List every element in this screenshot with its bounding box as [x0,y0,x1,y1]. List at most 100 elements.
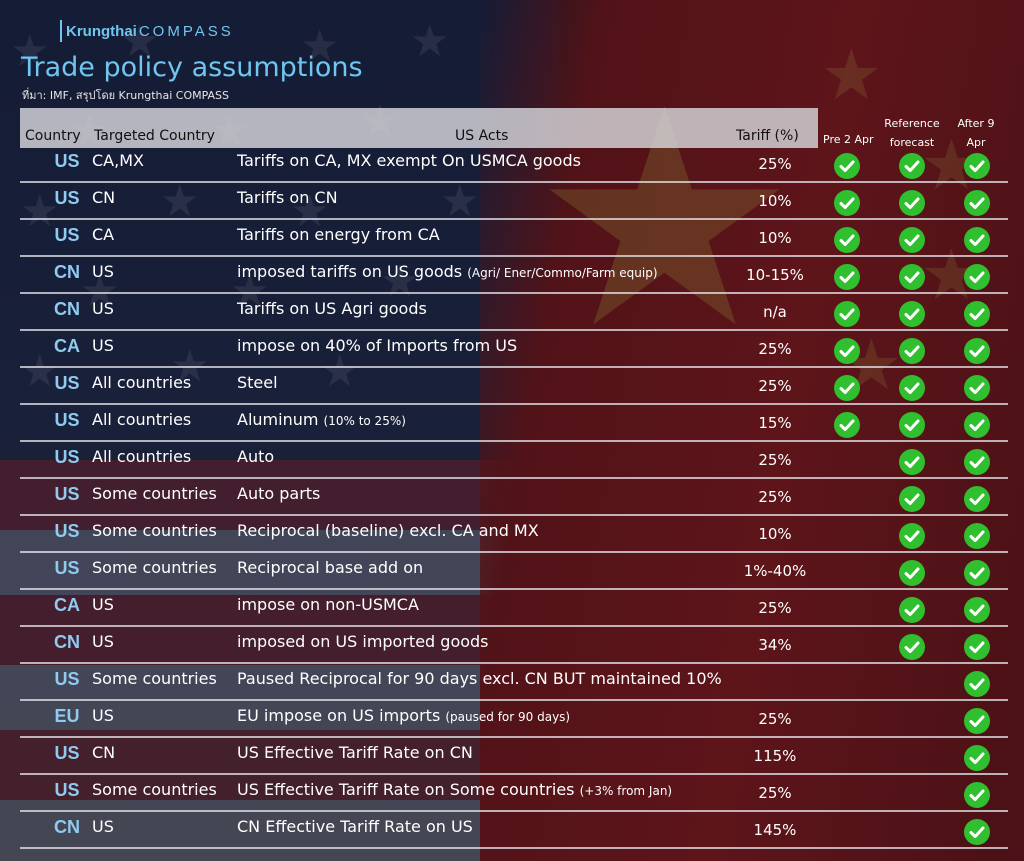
country-code: US [54,188,80,208]
star-icon: ★ [290,186,330,237]
act-text: Auto parts [237,484,321,503]
tariff-value: 25% [758,784,792,802]
check-icon-reference-forecast [899,264,925,290]
check-icon-reference-forecast [899,597,925,623]
act-cell: Aluminum (10% to 25%) [237,410,406,429]
check-icon-pre-2-apr [834,227,860,253]
page-title: Trade policy assumptions [21,52,363,83]
header-us-acts: US Acts [455,128,509,144]
act-cell: imposed on US imported goods [237,632,489,651]
act-cell: Paused Reciprocal for 90 days excl. CN B… [237,669,722,688]
country-code: US [54,447,80,467]
check-icon-after-9-apr [964,153,990,179]
source-note: ที่มา: IMF, สรุปโดย Krungthai COMPASS [22,89,230,102]
check-icon-pre-2-apr [834,338,860,364]
star-icon: ★ [440,176,480,227]
act-cell: Tariffs on CN [237,188,338,207]
check-icon-after-9-apr [964,375,990,401]
act-note: (+3% from Jan) [579,784,673,798]
tariff-value: 10% [758,192,792,210]
act-cell: impose on 40% of Imports from US [237,336,517,355]
check-icon-reference-forecast [899,523,925,549]
country-code: US [54,558,80,578]
tariff-value: 15% [758,414,792,432]
act-text: US Effective Tariff Rate on CN [237,743,473,762]
tariff-value: 115% [753,747,797,765]
table-row: CN US imposed tariffs on US goods (Agri/ E… [20,257,1008,294]
act-cell: Tariffs on CA, MX exempt On USMCA goods [237,151,581,170]
act-cell: US Effective Tariff Rate on CN [237,743,473,762]
star-icon: ★ [10,26,50,77]
act-note: (Agri/ Ener/Commo/Farm equip) [467,266,658,280]
check-icon-after-9-apr [964,745,990,771]
tariff-value: 10% [758,525,792,543]
tariff-value: 25% [758,377,792,395]
act-text: CN Effective Tariff Rate on US [237,817,473,836]
star-icon: ★ [160,176,200,227]
table-row: US Some countries Auto parts 25% [20,479,1008,516]
table-row: EU US EU impose on US imports (paused for … [20,701,1008,738]
check-icon-after-9-apr [964,671,990,697]
act-text: Tariffs on CN [237,188,338,207]
check-icon-after-9-apr [964,227,990,253]
tariff-value: 25% [758,488,792,506]
check-icon-reference-forecast [899,301,925,327]
check-icon-after-9-apr [964,782,990,808]
country-code: US [54,373,80,393]
check-icon-after-9-apr [964,301,990,327]
targeted-country: Some countries [92,669,217,688]
check-icon-pre-2-apr [834,264,860,290]
star-icon: ★ [20,186,60,237]
act-text: Reciprocal base add on [237,558,424,577]
header-tariff: Tariff (%) [736,128,799,144]
table-row: US CN US Effective Tariff Rate on CN 115% [20,738,1008,775]
act-cell: Steel [237,373,278,392]
targeted-country: US [92,706,114,725]
act-text: Reciprocal (baseline) excl. CA and MX [237,521,539,540]
table-row: US Some countries Reciprocal (baseline) ex… [20,516,1008,553]
check-icon-pre-2-apr [834,301,860,327]
tariff-value: 25% [758,451,792,469]
targeted-country: Some countries [92,558,217,577]
check-icon-after-9-apr [964,338,990,364]
country-code: US [54,743,80,763]
act-text: Aluminum [237,410,319,429]
act-text: EU impose on US imports [237,706,441,725]
targeted-country: US [92,299,114,318]
check-icon-after-9-apr [964,819,990,845]
act-text: Auto [237,447,275,466]
tariff-value: 1%-40% [743,562,807,580]
tariff-value: 25% [758,155,792,173]
table-row: US Some countries Reciprocal base add on 1%… [20,553,1008,590]
table-header: Country Targeted Country US Acts Tariff … [20,108,1008,149]
targeted-country: CA,MX [92,151,144,170]
check-icon-reference-forecast [899,486,925,512]
table-row: US All countries Steel 25% [20,368,1008,405]
star-icon: ★ [230,266,270,317]
tariff-value: 145% [753,821,797,839]
table-row: US CN Tariffs on CN 10% [20,183,1008,220]
check-icon-after-9-apr [964,190,990,216]
act-cell: Reciprocal base add on [237,558,423,577]
country-code: CN [54,262,80,282]
act-text: Tariffs on US Agri goods [237,299,427,318]
check-icon-after-9-apr [964,449,990,475]
check-icon-after-9-apr [964,486,990,512]
tariff-value: 25% [758,599,792,617]
krungthai-compass-logo: Krungthai COMPASS [60,20,234,42]
table-row: US CA Tariffs on energy from CA 10% [20,220,1008,257]
check-icon-reference-forecast [899,560,925,586]
targeted-country: US [92,632,114,651]
country-code: EU [54,706,80,726]
act-text: impose on non-USMCA [237,595,419,614]
logo-product: COMPASS [138,22,234,40]
act-note: (paused for 90 days) [445,710,571,724]
table-row: US Some countries Paused Reciprocal for 90… [20,664,1008,701]
header-bar [20,108,818,148]
check-icon-reference-forecast [899,153,925,179]
check-icon-after-9-apr [964,412,990,438]
act-cell: Auto parts [237,484,320,503]
act-text: Tariffs on CA, MX exempt On USMCA goods [237,151,581,170]
star-icon: ★ [20,346,60,397]
check-icon-reference-forecast [899,338,925,364]
